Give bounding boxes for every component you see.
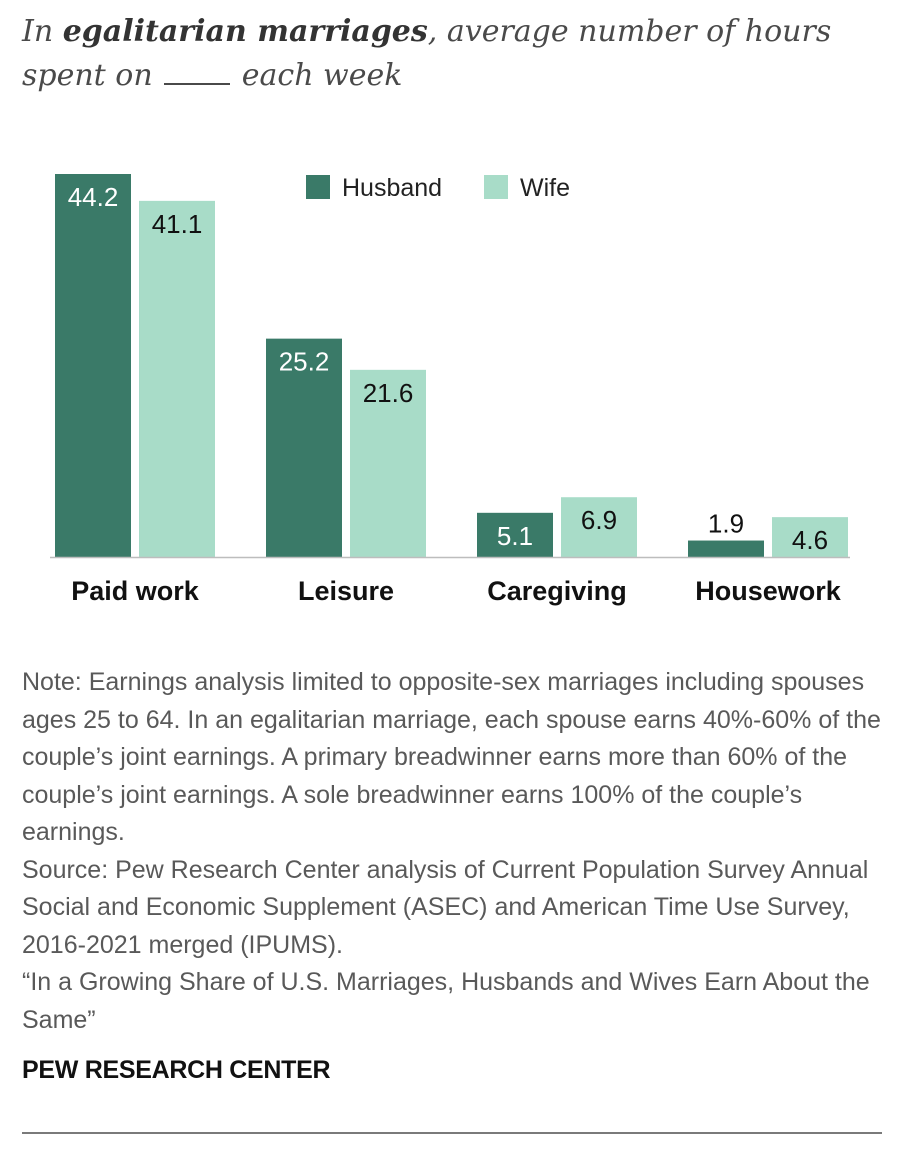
data-label-wife-leisure: 21.6 bbox=[363, 378, 414, 408]
chart-note: Note: Earnings analysis limited to oppos… bbox=[22, 664, 892, 1039]
bar-husband-caregiving bbox=[477, 512, 553, 557]
bar-wife-caregiving bbox=[561, 497, 637, 557]
data-label-husband-housework: 1.9 bbox=[708, 509, 744, 539]
bar-chart: 44.2 41.1 Paid work 25.2 21.6 Leisure 5.1 6.9 Ca… bbox=[50, 174, 850, 606]
data-label-husband-leisure: 25.2 bbox=[279, 347, 330, 377]
category-label-leisure: Leisure bbox=[298, 576, 394, 606]
data-label-wife-housework: 4.6 bbox=[792, 525, 828, 555]
data-label-wife-paid-work: 41.1 bbox=[152, 209, 203, 239]
note-text: Note: Earnings analysis limited to oppos… bbox=[22, 668, 881, 846]
category-label-caregiving: Caregiving bbox=[487, 576, 627, 606]
bar-wife-housework bbox=[772, 517, 848, 557]
bar-wife-leisure bbox=[350, 369, 426, 557]
bar-husband-housework bbox=[688, 540, 764, 557]
legend-swatch-husband bbox=[306, 175, 330, 199]
bottom-divider bbox=[22, 1132, 882, 1134]
bar-wife-paid-work bbox=[139, 200, 215, 557]
data-label-wife-caregiving: 6.9 bbox=[581, 505, 617, 535]
title-blank bbox=[164, 55, 231, 85]
category-label-housework: Housework bbox=[695, 576, 842, 606]
report-title: “In a Growing Share of U.S. Marriages, H… bbox=[22, 968, 870, 1034]
legend-label-wife: Wife bbox=[520, 174, 570, 202]
bar-husband-paid-work bbox=[55, 174, 131, 557]
legend-swatch-wife bbox=[484, 175, 508, 199]
title-emphasis: egalitarian marriages bbox=[62, 14, 428, 49]
bar-husband-leisure bbox=[266, 338, 342, 557]
category-label-paid-work: Paid work bbox=[71, 576, 200, 606]
source-text: Source: Pew Research Center analysis of … bbox=[22, 855, 869, 959]
legend-label-husband: Husband bbox=[342, 174, 442, 202]
data-label-husband-caregiving: 5.1 bbox=[497, 521, 533, 551]
chart-title: In egalitarian marriages, average number… bbox=[22, 14, 832, 93]
data-label-husband-paid-work: 44.2 bbox=[68, 182, 119, 212]
brand-logo-text: PEW RESEARCH CENTER bbox=[22, 1056, 331, 1084]
